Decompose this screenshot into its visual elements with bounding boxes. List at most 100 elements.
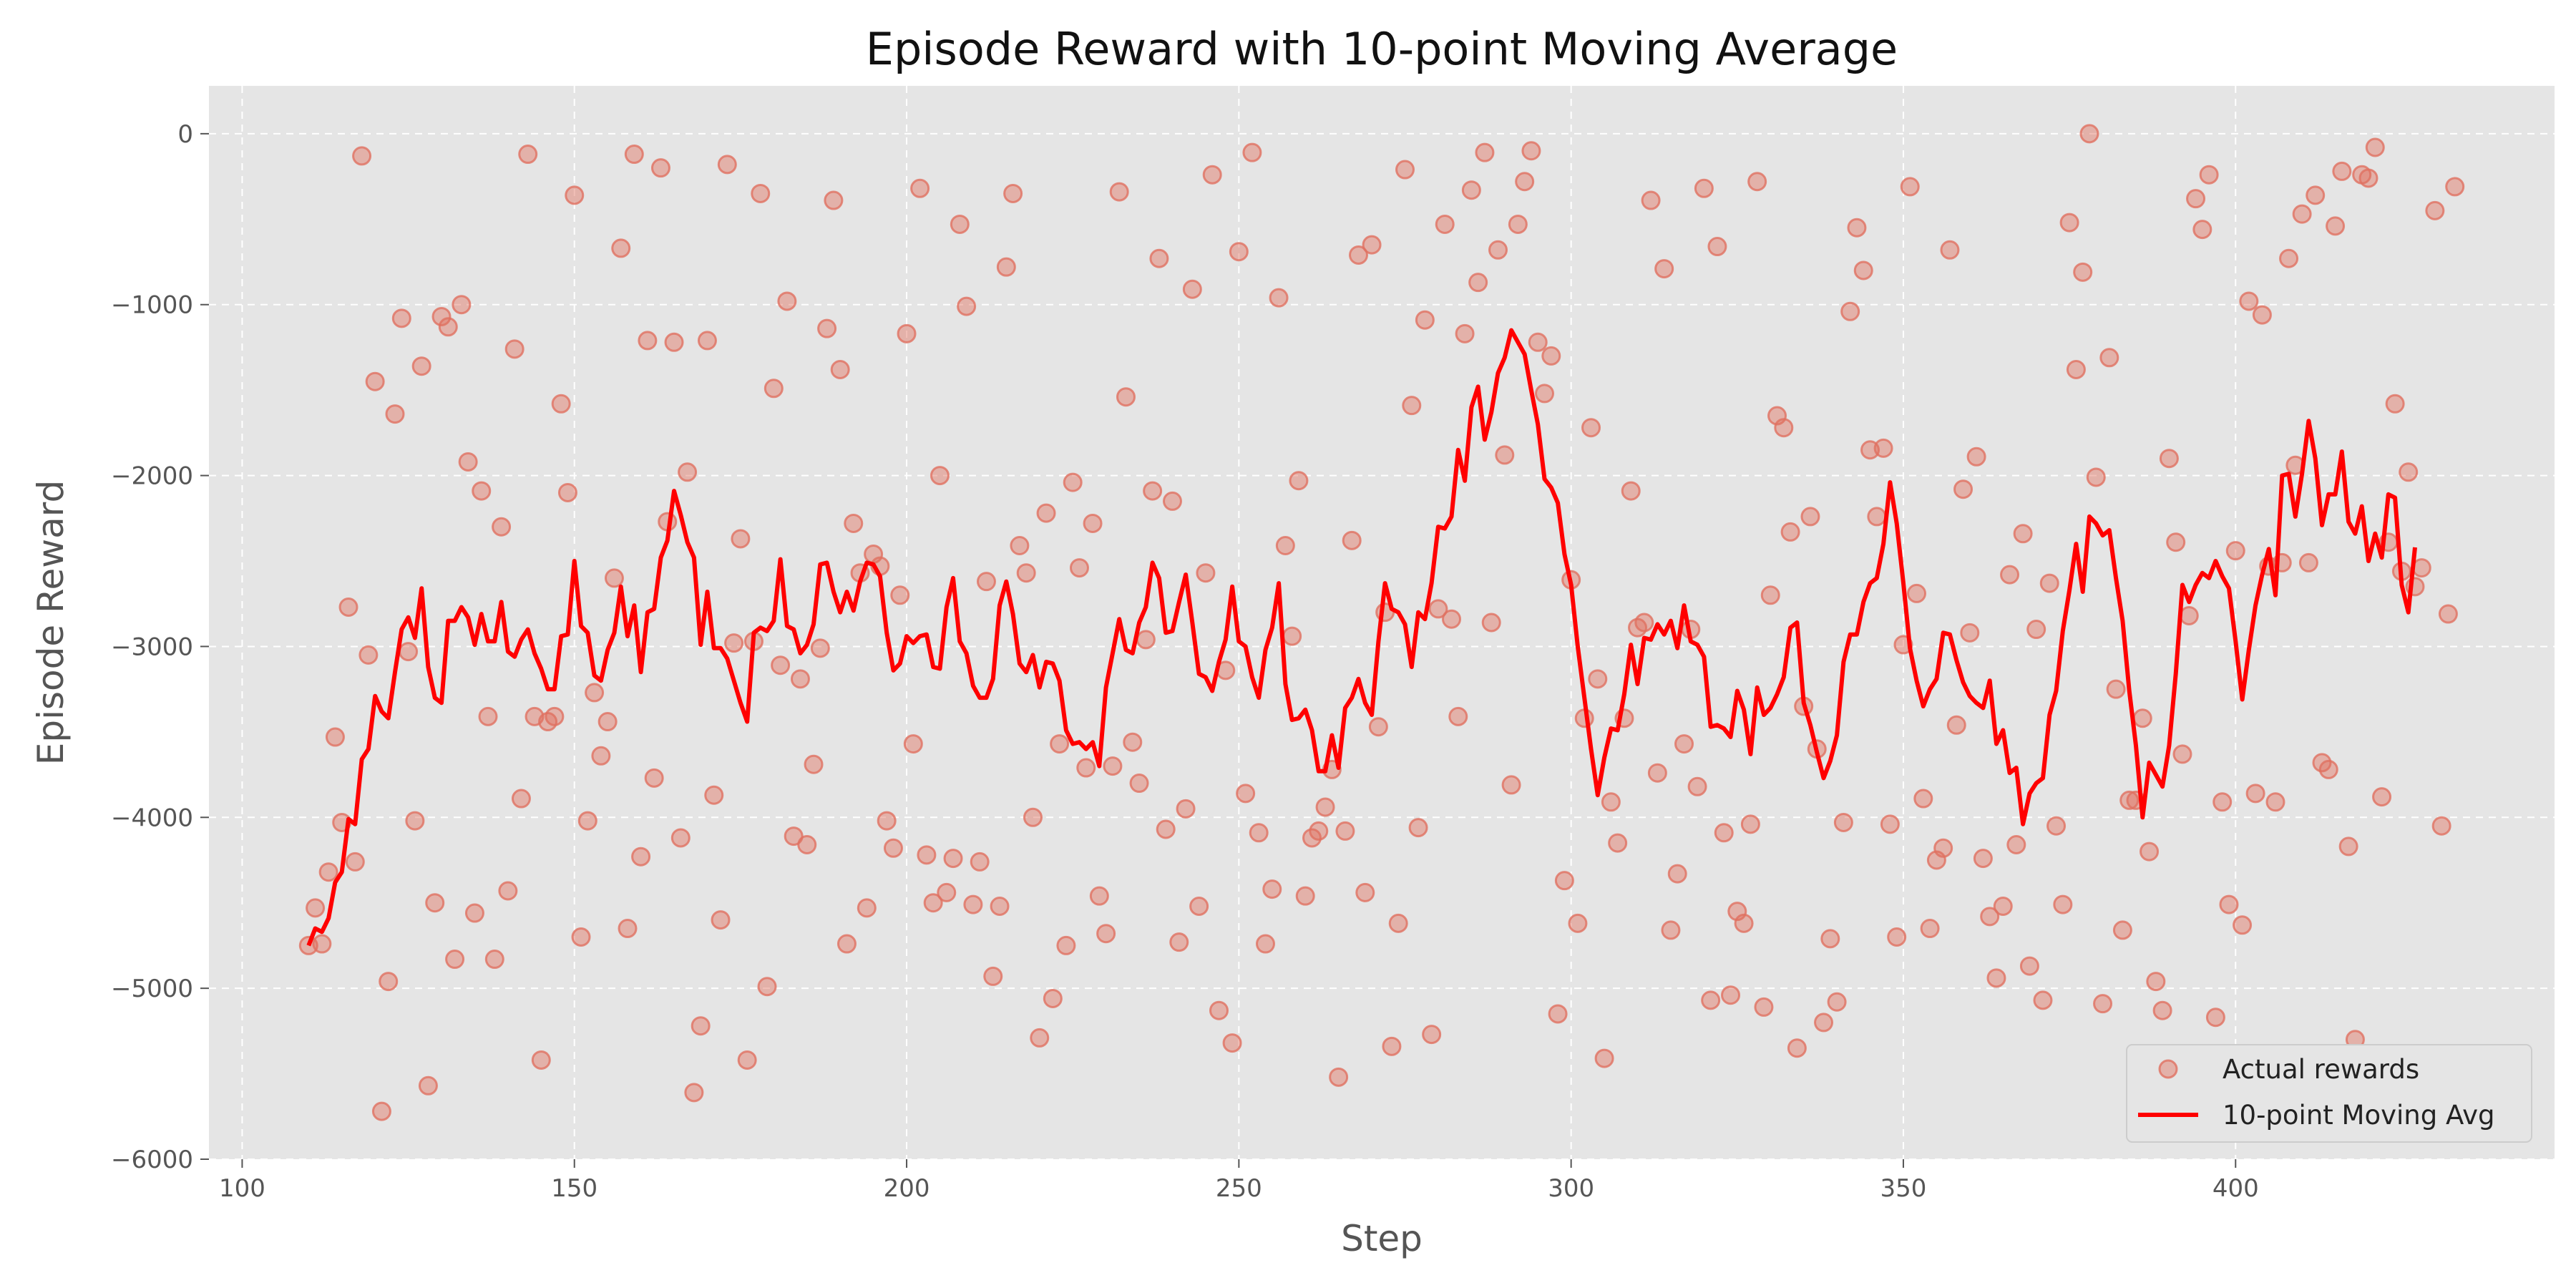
reward-point bbox=[1867, 507, 1887, 527]
reward-point bbox=[983, 966, 1003, 986]
reward-point bbox=[644, 768, 664, 788]
reward-point bbox=[611, 238, 631, 258]
reward-point bbox=[585, 683, 605, 703]
reward-point bbox=[577, 811, 597, 831]
reward-point bbox=[1069, 558, 1089, 578]
reward-point bbox=[1787, 1038, 1807, 1058]
reward-point bbox=[1329, 1067, 1349, 1087]
reward-point bbox=[1940, 240, 1960, 260]
reward-point bbox=[445, 950, 465, 970]
reward-point bbox=[1143, 481, 1163, 501]
reward-point bbox=[844, 513, 864, 533]
chart-title: Episode Reward with 10-point Moving Aver… bbox=[866, 23, 1898, 75]
reward-point bbox=[2093, 994, 2113, 1014]
y-tick-label: 0 bbox=[177, 120, 193, 149]
reward-point bbox=[2372, 787, 2392, 807]
reward-point bbox=[1468, 273, 1488, 293]
reward-point bbox=[1993, 896, 2013, 916]
reward-point bbox=[1196, 563, 1216, 583]
reward-point bbox=[531, 1050, 551, 1070]
reward-point bbox=[2332, 161, 2352, 181]
reward-point bbox=[571, 927, 591, 947]
reward-point bbox=[2140, 841, 2160, 862]
y-tick-label: −6000 bbox=[111, 1146, 193, 1174]
reward-point bbox=[1780, 522, 1800, 542]
x-tick-label: 100 bbox=[219, 1174, 265, 1203]
reward-point bbox=[943, 849, 963, 869]
reward-point bbox=[1395, 160, 1415, 180]
reward-point bbox=[1063, 472, 1083, 492]
reward-point bbox=[518, 145, 538, 165]
reward-point bbox=[2039, 573, 2059, 593]
reward-point bbox=[963, 894, 983, 914]
reward-point bbox=[631, 847, 651, 867]
reward-point bbox=[1667, 864, 1687, 884]
reward-point bbox=[2292, 204, 2312, 224]
reward-point bbox=[2212, 792, 2233, 812]
reward-point bbox=[2245, 784, 2265, 804]
reward-point bbox=[492, 517, 512, 537]
reward-point bbox=[1515, 172, 1535, 192]
reward-point bbox=[478, 706, 498, 726]
reward-point bbox=[1189, 896, 1209, 916]
reward-point bbox=[1023, 807, 1043, 827]
reward-point bbox=[452, 295, 472, 315]
reward-point bbox=[830, 359, 850, 379]
reward-point bbox=[391, 308, 411, 328]
reward-point bbox=[1501, 775, 1521, 795]
reward-point bbox=[1056, 935, 1076, 955]
reward-point bbox=[1089, 886, 1109, 906]
reward-point bbox=[950, 214, 970, 234]
reward-point bbox=[1229, 242, 1249, 262]
reward-point bbox=[1408, 818, 1428, 838]
reward-point bbox=[2186, 189, 2206, 209]
reward-point bbox=[2066, 359, 2086, 379]
reward-point bbox=[591, 746, 611, 766]
reward-point bbox=[1734, 913, 1754, 933]
reward-point bbox=[678, 462, 698, 482]
reward-point bbox=[711, 910, 731, 930]
y-axis-ticks: 0 −1000 −2000 −3000 −4000 −5000 −6000 bbox=[111, 120, 209, 1174]
reward-point bbox=[877, 811, 897, 831]
gridlines bbox=[209, 86, 2555, 1160]
reward-point bbox=[1634, 613, 1654, 633]
reward-point bbox=[797, 835, 817, 855]
reward-point bbox=[1050, 734, 1070, 754]
reward-point bbox=[2159, 449, 2179, 469]
reward-point bbox=[970, 852, 990, 872]
reward-point bbox=[2445, 177, 2465, 197]
legend-label-moving-average: 10-point Moving Avg bbox=[2223, 1100, 2495, 1131]
legend-marker-actual-rewards bbox=[2158, 1059, 2178, 1079]
reward-point bbox=[2073, 262, 2093, 282]
reward-point bbox=[1687, 776, 1707, 796]
reward-point bbox=[2006, 835, 2026, 855]
reward-point bbox=[2252, 305, 2272, 325]
reward-point bbox=[1641, 190, 1661, 210]
reward-point bbox=[2152, 1000, 2172, 1020]
reward-point bbox=[2326, 216, 2346, 236]
reward-point bbox=[2053, 894, 2073, 914]
reward-point bbox=[1116, 387, 1136, 407]
reward-point bbox=[1309, 821, 1329, 841]
reward-point bbox=[1103, 756, 1123, 776]
reward-point bbox=[545, 706, 565, 726]
reward-point bbox=[1016, 563, 1036, 583]
reward-point bbox=[2019, 956, 2039, 976]
y-tick-label: −5000 bbox=[111, 975, 193, 1003]
reward-point bbox=[2298, 552, 2318, 572]
reward-point bbox=[352, 146, 372, 166]
reward-point bbox=[1269, 288, 1289, 308]
reward-point bbox=[1608, 833, 1628, 853]
reward-point bbox=[2166, 532, 2186, 552]
reward-point bbox=[670, 828, 691, 848]
reward-point bbox=[1036, 503, 1056, 523]
reward-point bbox=[1362, 235, 1382, 255]
reward-point bbox=[810, 638, 830, 658]
reward-point bbox=[464, 903, 484, 923]
reward-point bbox=[2338, 836, 2358, 857]
reward-point bbox=[624, 145, 644, 165]
x-tick-label: 200 bbox=[884, 1174, 930, 1203]
reward-point bbox=[312, 934, 332, 954]
reward-point bbox=[790, 669, 810, 689]
reward-point bbox=[1382, 1036, 1402, 1056]
